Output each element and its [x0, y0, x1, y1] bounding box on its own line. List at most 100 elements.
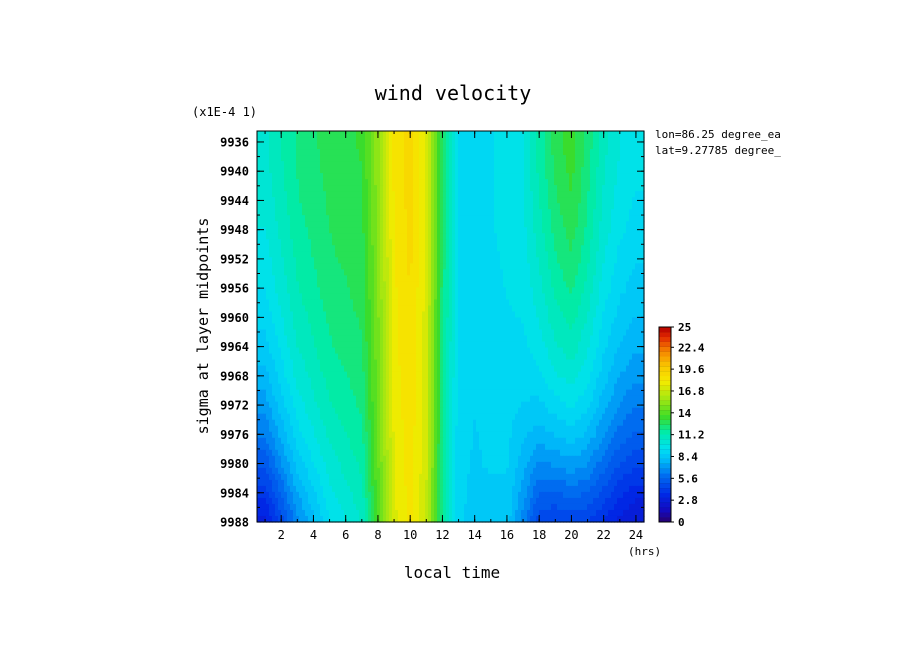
heatmap-cell	[311, 311, 315, 319]
heatmap-cell	[584, 167, 588, 174]
heatmap-cell	[581, 245, 585, 252]
heatmap-cell	[479, 311, 483, 319]
heatmap-cell	[362, 149, 366, 156]
heatmap-cell	[623, 299, 627, 307]
heatmap-cell	[383, 233, 387, 240]
heatmap-cell	[611, 335, 615, 343]
heatmap-cell	[377, 251, 381, 258]
heatmap-cell	[632, 287, 636, 295]
heatmap-cell	[629, 137, 633, 144]
heatmap-cell	[509, 323, 513, 331]
heatmap-cell	[263, 329, 267, 337]
heatmap-cell	[434, 155, 438, 162]
heatmap-cell	[554, 239, 558, 246]
heatmap-cell	[623, 149, 627, 156]
heatmap-cell	[296, 239, 300, 246]
heatmap-cell	[290, 227, 294, 234]
heatmap-cell	[341, 203, 345, 210]
heatmap-cell	[599, 209, 603, 216]
heatmap-cell	[569, 239, 573, 246]
heatmap-cell	[440, 149, 444, 156]
heatmap-cell	[590, 239, 594, 246]
heatmap-cell	[560, 227, 564, 234]
heatmap-cell	[350, 323, 354, 331]
heatmap-cell	[299, 233, 303, 240]
heatmap-cell	[497, 149, 501, 156]
heatmap-cell	[365, 221, 369, 228]
heatmap-cell	[458, 173, 462, 180]
heatmap-cell	[506, 317, 510, 325]
heatmap-cell	[452, 221, 456, 228]
heatmap-cell	[620, 191, 624, 198]
heatmap-cell	[395, 143, 399, 150]
heatmap-cell	[440, 239, 444, 246]
heatmap-cell	[350, 305, 354, 313]
heatmap-cell	[350, 179, 354, 186]
heatmap-cell	[338, 185, 342, 192]
heatmap-cell	[428, 347, 432, 355]
heatmap-cell	[422, 173, 426, 180]
heatmap-cell	[281, 353, 285, 361]
heatmap-cell	[497, 185, 501, 192]
heatmap-cell	[293, 137, 297, 144]
heatmap-cell	[299, 161, 303, 168]
heatmap-cell	[539, 341, 543, 349]
heatmap-cell	[458, 161, 462, 168]
heatmap-cell	[494, 239, 498, 246]
heatmap-cell	[434, 275, 438, 282]
heatmap-cell	[632, 143, 636, 150]
heatmap-cell	[587, 191, 591, 198]
heatmap-cell	[305, 269, 309, 276]
heatmap-cell	[536, 281, 540, 288]
heatmap-cell	[371, 155, 375, 162]
heatmap-cell	[500, 329, 504, 337]
heatmap-cell	[590, 305, 594, 313]
heatmap-cell	[479, 329, 483, 337]
heatmap-cell	[392, 353, 396, 361]
heatmap-cell	[587, 323, 591, 331]
heatmap-cell	[506, 233, 510, 240]
heatmap-cell	[434, 149, 438, 156]
heatmap-cell	[290, 209, 294, 216]
heatmap-cell	[455, 341, 459, 349]
heatmap-cell	[626, 149, 630, 156]
heatmap-cell	[290, 257, 294, 264]
heatmap-cell	[509, 359, 513, 367]
heatmap-cell	[485, 269, 489, 276]
heatmap-cell	[368, 233, 372, 240]
heatmap-cell	[275, 347, 279, 355]
heatmap-cell	[524, 329, 528, 337]
heatmap-cell	[548, 335, 552, 343]
heatmap-cell	[569, 323, 573, 331]
heatmap-cell	[386, 167, 390, 174]
heatmap-cell	[482, 305, 486, 313]
heatmap-cell	[599, 275, 603, 282]
heatmap-cell	[569, 317, 573, 325]
heatmap-cell	[371, 359, 375, 367]
heatmap-cell	[371, 353, 375, 361]
heatmap-cell	[488, 197, 492, 204]
heatmap-cell	[347, 251, 351, 258]
heatmap-cell	[278, 215, 282, 222]
heatmap-cell	[314, 263, 318, 270]
heatmap-cell	[563, 179, 567, 186]
heatmap-cell	[428, 179, 432, 186]
heatmap-cell	[455, 323, 459, 331]
heatmap-cell	[320, 275, 324, 282]
heatmap-cell	[506, 347, 510, 355]
heatmap-cell	[329, 185, 333, 192]
heatmap-cell	[629, 185, 633, 192]
heatmap-cell	[593, 173, 597, 180]
heatmap-cell	[359, 221, 363, 228]
heatmap-cell	[323, 293, 327, 301]
heatmap-cell	[419, 161, 423, 168]
heatmap-cell	[446, 299, 450, 307]
heatmap-cell	[452, 323, 456, 331]
heatmap-cell	[329, 203, 333, 210]
heatmap-cell	[299, 287, 303, 295]
heatmap-cell	[518, 275, 522, 282]
heatmap-cell	[347, 347, 351, 355]
heatmap-cell	[587, 137, 591, 144]
heatmap-cell	[593, 305, 597, 313]
heatmap-cell	[632, 347, 636, 355]
